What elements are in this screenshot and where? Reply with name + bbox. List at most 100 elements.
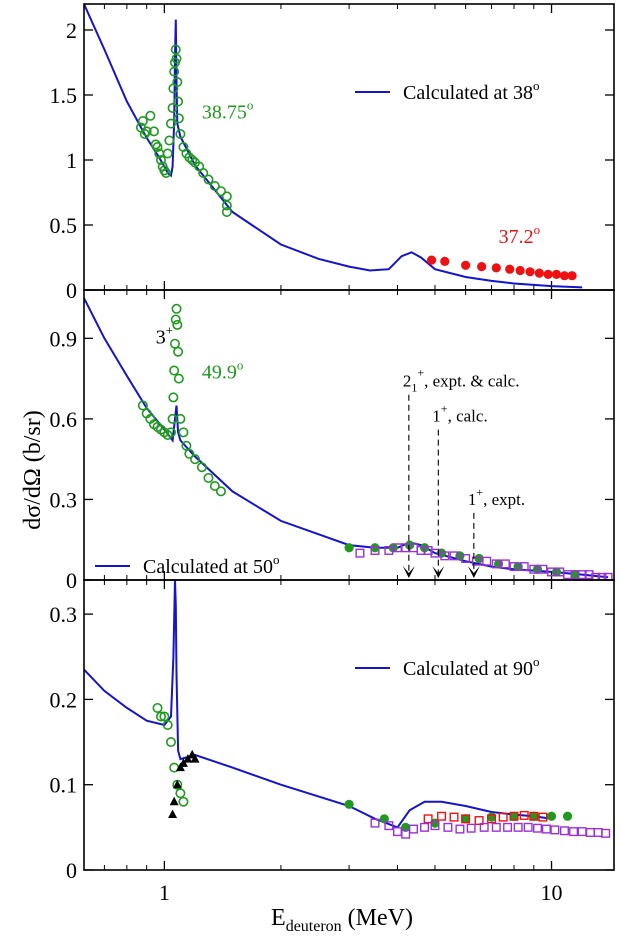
data-point	[569, 827, 579, 837]
state-marker-text: 1	[468, 490, 477, 509]
data-point	[392, 827, 402, 837]
data-point	[137, 400, 148, 411]
state-marker-arrow	[402, 566, 415, 578]
data-point	[178, 758, 188, 767]
panel-bottom: 0 0.1 0.2 0.3 Calculated at 90o	[50, 579, 615, 883]
data-point	[585, 827, 595, 837]
data-point	[546, 811, 557, 821]
data-point	[184, 448, 195, 459]
data-point	[168, 392, 179, 403]
data-point	[344, 799, 354, 809]
data-point	[384, 821, 394, 831]
data-point	[215, 486, 226, 497]
series-green-filled	[344, 799, 573, 832]
series-green-open	[152, 702, 189, 807]
x-tick-label: 1	[159, 880, 170, 905]
state-marker-label: 21+, expt. & calc.	[403, 366, 520, 395]
data-point	[215, 186, 226, 197]
data-point	[165, 427, 176, 438]
y-tick-label: 1.5	[50, 83, 78, 108]
data-point	[534, 268, 544, 278]
data-point	[593, 827, 603, 837]
legend-label: Calculated at 90o	[403, 654, 539, 680]
data-point	[498, 812, 508, 822]
x-axis-label-unit: (MeV)	[342, 905, 413, 931]
data-point	[175, 129, 186, 140]
data-point	[509, 562, 519, 572]
data-point	[559, 826, 569, 836]
data-point	[150, 139, 161, 150]
data-point	[455, 824, 465, 834]
data-point	[175, 413, 186, 424]
data-point	[159, 711, 170, 722]
state-marker-sup: +	[476, 485, 483, 499]
data-point	[584, 570, 594, 580]
y-tick-label: 2	[66, 18, 77, 43]
data-point	[178, 427, 189, 438]
series-49-9-data	[137, 303, 226, 497]
x-tick-label: 10	[541, 880, 563, 905]
annotation-sup: o	[534, 222, 541, 237]
data-point	[196, 462, 207, 473]
series-black-triangles	[168, 749, 200, 819]
series-red-squares	[423, 810, 548, 826]
data-point	[198, 168, 209, 179]
data-point	[482, 556, 492, 566]
data-point	[370, 818, 380, 828]
annotation-label: 37.2o	[499, 222, 541, 248]
y-tick-label: 0.5	[50, 213, 78, 238]
data-point	[523, 822, 533, 832]
x-axis-label: Edeuteron (MeV)	[271, 905, 413, 935]
data-point	[139, 129, 150, 140]
y-tick-label: 0.2	[50, 687, 78, 712]
data-point	[162, 148, 173, 159]
annotation-text: 37.2	[499, 226, 534, 248]
data-point	[559, 271, 570, 281]
data-point	[184, 152, 195, 163]
data-point	[437, 811, 447, 821]
calculated-curve	[84, 580, 552, 829]
data-point	[190, 754, 200, 763]
data-point	[515, 265, 525, 276]
data-point	[164, 135, 175, 146]
data-point	[529, 811, 539, 821]
data-point	[550, 825, 560, 835]
data-point	[597, 572, 607, 580]
data-point	[187, 155, 198, 166]
data-point	[172, 319, 183, 330]
y-tick-label: 0.3	[50, 487, 78, 512]
y-tick-label: 0	[66, 858, 77, 883]
state-marker-arrow	[432, 566, 445, 578]
legend-sup: o	[533, 78, 540, 93]
data-point	[461, 814, 471, 824]
data-point	[221, 191, 232, 202]
data-point	[408, 824, 418, 834]
data-point	[172, 77, 183, 88]
data-point	[178, 796, 189, 807]
data-point	[152, 702, 163, 713]
data-point	[543, 269, 553, 279]
data-point	[169, 365, 180, 376]
annotation-sup: o	[237, 358, 244, 373]
data-point	[423, 814, 433, 824]
data-point	[175, 788, 186, 799]
data-point	[426, 255, 437, 265]
data-point	[175, 762, 185, 772]
series-37-2-data	[426, 255, 577, 281]
data-point	[505, 264, 515, 274]
data-point	[477, 262, 487, 272]
data-point	[538, 564, 548, 574]
data-point	[519, 562, 529, 572]
state-marker-tail: , expt. & calc.	[424, 372, 519, 391]
state-marker-label: 1+, expt.	[468, 485, 525, 509]
series-38-75-data	[135, 44, 232, 218]
data-point	[491, 263, 501, 273]
data-point	[430, 818, 440, 828]
data-point	[525, 267, 535, 277]
data-point	[562, 811, 573, 821]
data-point	[370, 543, 380, 553]
data-point	[209, 181, 220, 192]
state-marker-text: 1	[432, 407, 441, 426]
data-point	[221, 200, 232, 211]
